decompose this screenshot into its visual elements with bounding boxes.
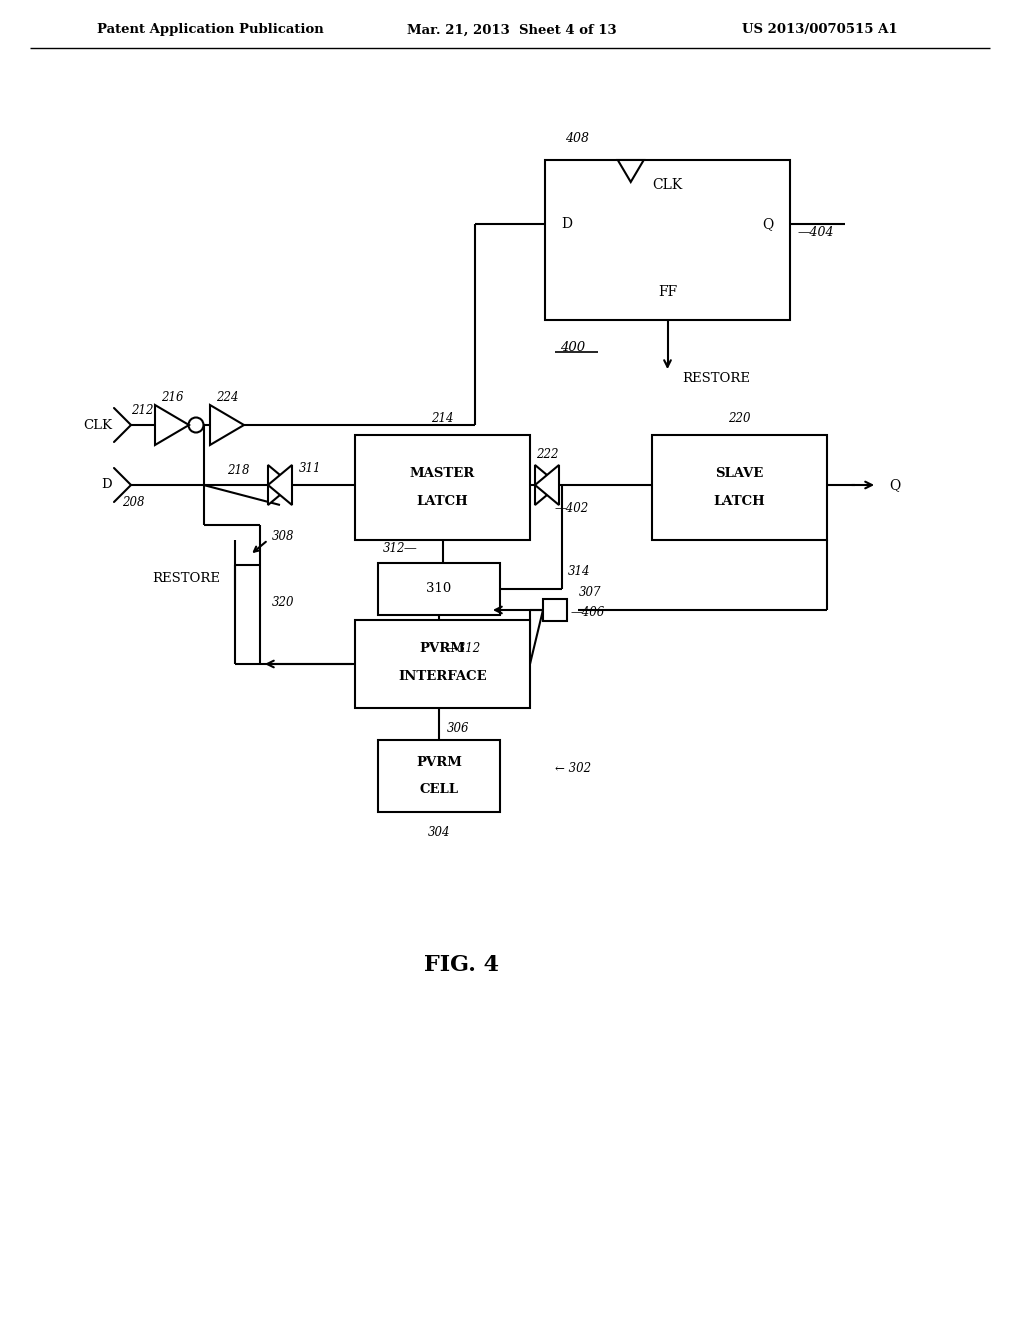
- Text: FIG. 4: FIG. 4: [425, 954, 500, 975]
- Bar: [545, 160, 790, 319]
- Text: 400: 400: [560, 342, 585, 355]
- Text: —402: —402: [555, 502, 589, 515]
- Text: SLAVE: SLAVE: [716, 467, 764, 480]
- Text: —404: —404: [798, 226, 835, 239]
- Bar: [355, 436, 530, 540]
- Text: —312: —312: [447, 642, 481, 655]
- Text: 310: 310: [426, 582, 452, 595]
- Text: 306: 306: [447, 722, 469, 734]
- Text: 314: 314: [568, 565, 591, 578]
- Bar: [652, 436, 827, 540]
- Text: 212: 212: [131, 404, 154, 417]
- Polygon shape: [535, 465, 559, 506]
- Text: FF: FF: [657, 285, 677, 300]
- Text: 222: 222: [536, 449, 558, 462]
- Polygon shape: [268, 465, 292, 506]
- Text: 320: 320: [272, 595, 295, 609]
- Text: Q: Q: [889, 478, 900, 492]
- Bar: [543, 599, 567, 620]
- Bar: [355, 620, 530, 708]
- Polygon shape: [155, 405, 189, 445]
- Polygon shape: [268, 465, 292, 506]
- Text: 308: 308: [272, 529, 295, 543]
- Text: Mar. 21, 2013  Sheet 4 of 13: Mar. 21, 2013 Sheet 4 of 13: [408, 24, 616, 37]
- Text: ← 302: ← 302: [555, 762, 591, 775]
- Text: LATCH: LATCH: [714, 495, 765, 508]
- Polygon shape: [617, 160, 644, 182]
- Text: US 2013/0070515 A1: US 2013/0070515 A1: [742, 24, 898, 37]
- Text: PVRM: PVRM: [420, 643, 466, 656]
- Text: CLK: CLK: [83, 418, 112, 432]
- Text: 216: 216: [161, 392, 183, 404]
- Text: 312―: 312―: [383, 543, 417, 556]
- Text: RESTORE: RESTORE: [152, 572, 220, 585]
- Text: 307: 307: [579, 586, 601, 598]
- Text: MASTER: MASTER: [410, 467, 475, 480]
- Bar: [378, 741, 500, 812]
- Text: 208: 208: [122, 495, 144, 508]
- Polygon shape: [210, 405, 244, 445]
- Bar: [378, 564, 500, 615]
- Text: INTERFACE: INTERFACE: [398, 669, 486, 682]
- Text: D: D: [561, 216, 572, 231]
- Text: Patent Application Publication: Patent Application Publication: [96, 24, 324, 37]
- Text: 304: 304: [428, 825, 451, 838]
- Text: 311: 311: [299, 462, 322, 474]
- Text: RESTORE: RESTORE: [683, 371, 751, 384]
- Text: 224: 224: [216, 392, 239, 404]
- Text: LATCH: LATCH: [417, 495, 468, 508]
- Text: 408: 408: [565, 132, 589, 144]
- Text: D: D: [101, 479, 112, 491]
- Text: 220: 220: [728, 412, 751, 425]
- Text: —406: —406: [571, 606, 605, 619]
- Text: CLK: CLK: [652, 178, 683, 191]
- Text: PVRM: PVRM: [416, 755, 462, 768]
- Text: 214: 214: [431, 412, 454, 425]
- Polygon shape: [535, 465, 559, 506]
- Text: CELL: CELL: [420, 784, 459, 796]
- Text: 218: 218: [226, 463, 249, 477]
- Text: Q: Q: [763, 216, 773, 231]
